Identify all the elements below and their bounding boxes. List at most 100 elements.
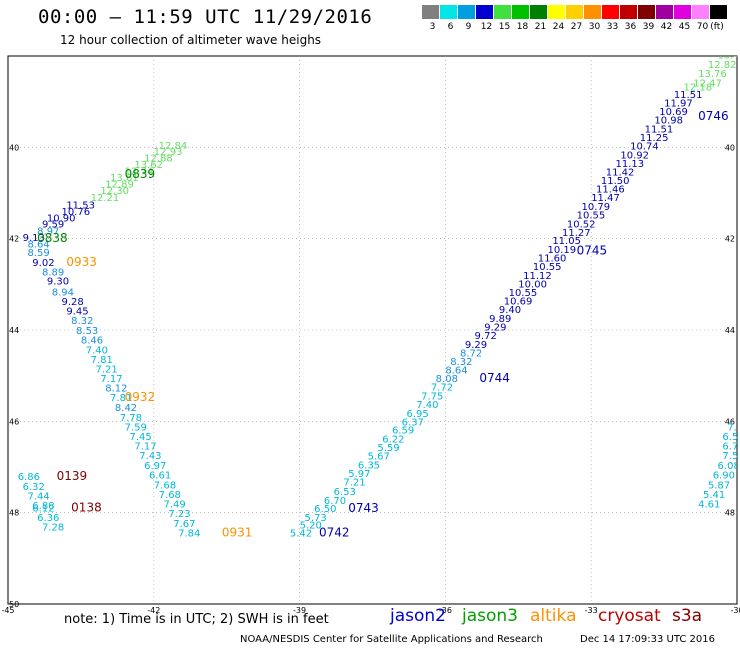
swh-label: 12.30 — [100, 186, 129, 197]
legend-s3a: s3a — [672, 606, 703, 626]
swh-label: 6.59 — [392, 426, 414, 437]
swh-label: 12.93 — [154, 147, 183, 158]
map-title: 00:00 — 11:59 UTC 11/29/2016 — [38, 6, 373, 28]
scale-swatch — [602, 5, 619, 19]
swh-label: 8.64 — [445, 365, 467, 376]
swh-label: 9.29 — [484, 322, 506, 333]
swh-label: 8.59 — [27, 248, 49, 259]
scale-unit: (ft) — [710, 22, 724, 32]
swh-label: 11.60 — [538, 254, 567, 265]
swh-label: 8.64 — [27, 239, 49, 250]
swh-label: 7.17 — [100, 374, 122, 385]
swh-label: 13.61 — [110, 173, 139, 184]
swh-label: 10.90 — [47, 213, 76, 224]
scale-label: 18 — [516, 22, 529, 32]
legend-jason2: jason2 — [390, 606, 446, 626]
swh-label: 11.05 — [552, 236, 581, 247]
lat-tick-label-right: 44 — [725, 326, 735, 335]
legend-altika: altika — [530, 606, 577, 626]
lon-tick-label: -33 — [585, 606, 598, 615]
swh-label: 8.72 — [460, 348, 482, 359]
scale-label: 42 — [660, 22, 673, 32]
legend-cryosat: cryosat — [598, 606, 661, 626]
generated-timestamp: Dec 14 17:09:33 UTC 2016 — [580, 634, 715, 645]
swh-label: 13.76 — [698, 69, 727, 80]
swh-label: 8.32 — [450, 357, 472, 368]
swh-label: 7.68 — [154, 480, 176, 491]
swh-label: 7.49 — [164, 500, 186, 511]
swh-label: 5.41 — [703, 490, 725, 501]
lat-tick-label: 44 — [9, 326, 19, 335]
swh-label: 6.88 — [32, 501, 54, 512]
swh-label: 10.00 — [518, 280, 547, 291]
scale-label: 36 — [624, 22, 637, 32]
swh-label: 7.68 — [159, 490, 181, 501]
swh-label: 7.56 — [722, 451, 740, 462]
swh-label: 13.4 — [718, 51, 740, 62]
swh-label: 5.20 — [300, 521, 322, 532]
scale-swatch — [674, 5, 691, 19]
swh-label: 7.21 — [95, 364, 117, 375]
swh-label: 6.12 — [32, 503, 54, 514]
scale-swatch — [620, 5, 637, 19]
swh-label: 4.61 — [698, 500, 720, 511]
time-label: 0745 — [577, 244, 608, 258]
time-label: 0933 — [66, 255, 97, 269]
legend-jason3: jason3 — [462, 606, 518, 626]
time-label: 0932 — [125, 390, 156, 404]
swh-label: 11.51 — [645, 124, 674, 135]
lat-tick-label: 50 — [9, 600, 19, 609]
swh-label: 11.97 — [664, 99, 693, 110]
swh-label: 7.17 — [134, 442, 156, 453]
swh-label: 7.7 — [727, 422, 740, 433]
swh-label: 7.40 — [416, 400, 438, 411]
swh-label: 11.53 — [66, 201, 95, 212]
swh-label: 12.88 — [144, 153, 173, 164]
swh-label: 8.46 — [81, 336, 103, 347]
swh-label: 8.97 — [37, 227, 59, 238]
swh-label: 5.59 — [377, 443, 399, 454]
scale-swatch — [512, 5, 529, 19]
scale-label: 24 — [552, 22, 565, 32]
scale-label: 33 — [606, 22, 619, 32]
swh-label: 11.46 — [596, 185, 625, 196]
swh-label: 12.84 — [159, 141, 188, 152]
lat-tick-label-right: 42 — [725, 235, 735, 244]
swh-label: 5.73 — [304, 513, 326, 524]
lon-tick-label: -36 — [439, 606, 452, 615]
swh-label: 5.87 — [708, 480, 730, 491]
swh-label: 8.08 — [436, 374, 458, 385]
lon-tick-label: -45 — [1, 606, 14, 615]
swh-label: 6.53 — [334, 487, 356, 498]
swh-label: 6.50 — [314, 504, 336, 515]
swh-label: 11.50 — [601, 176, 630, 187]
swh-label: 8.89 — [42, 268, 64, 279]
swh-label: 8.12 — [105, 384, 127, 395]
lon-tick-label: -39 — [293, 606, 306, 615]
scale-label: 12 — [480, 22, 493, 32]
swh-label: 12.47 — [693, 79, 722, 90]
scale-swatch — [638, 5, 655, 19]
swh-label: 10.92 — [620, 150, 649, 161]
swh-label: 8.32 — [71, 316, 93, 327]
swh-label: 10.55 — [577, 211, 606, 222]
swh-label: 10.79 — [581, 202, 610, 213]
swh-label: 10.19 — [547, 245, 576, 256]
swh-label: 7.78 — [120, 413, 142, 424]
swh-label: 6.36 — [37, 513, 59, 524]
scale-swatch — [458, 5, 475, 19]
scale-swatch — [422, 5, 439, 19]
swh-label: 13.62 — [134, 160, 163, 171]
swh-label: 9.13 — [23, 233, 45, 244]
swh-label: 9.02 — [32, 258, 54, 269]
time-label: 0138 — [71, 500, 102, 514]
time-label: 0742 — [319, 525, 350, 539]
swh-label: 6.5 — [722, 432, 738, 443]
swh-label: 10.55 — [509, 288, 538, 299]
swh-label: 10.55 — [533, 262, 562, 273]
time-label: 0743 — [348, 501, 379, 515]
swh-label: 12.89 — [105, 180, 134, 191]
swh-label: 7.81 — [91, 355, 113, 366]
swh-label: 5.67 — [368, 452, 390, 463]
